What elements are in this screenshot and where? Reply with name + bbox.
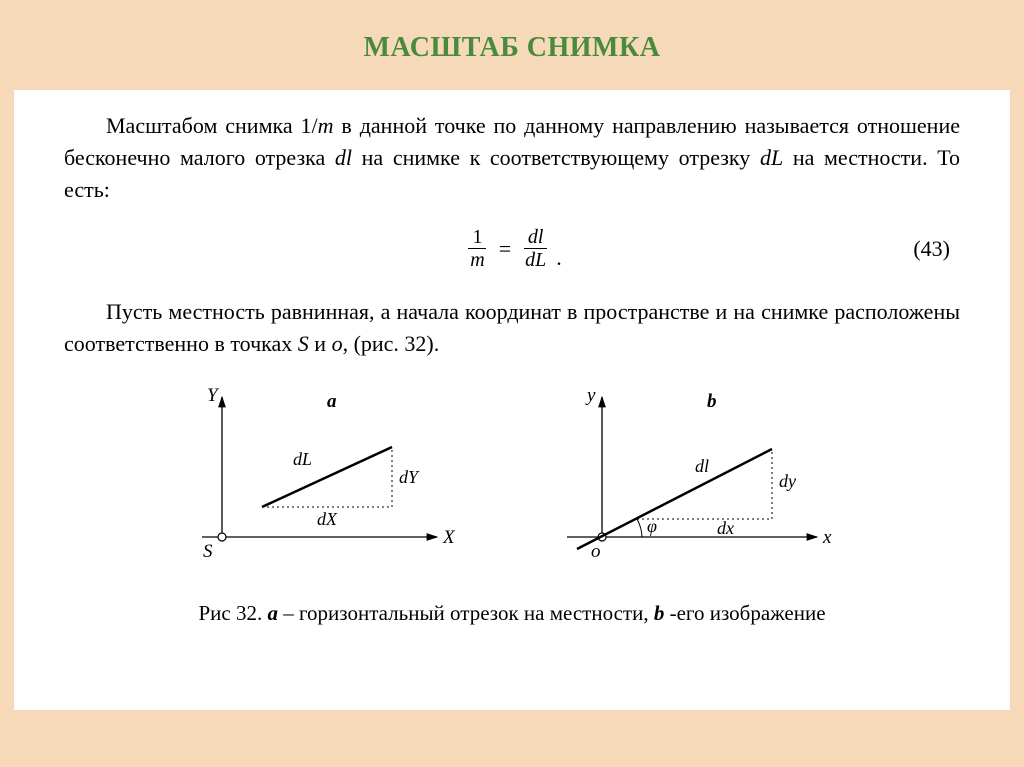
denominator: m [470,249,484,271]
text: -его изображение [664,601,825,625]
fraction-right: dl dL [521,226,550,271]
text: и [309,331,332,356]
origin-label: S [203,541,213,562]
fraction-left: 1 m [466,226,488,271]
label-dx: dx [717,518,734,538]
label-dy: dy [779,471,796,491]
var-dl: dl [335,145,352,170]
origin-label: o [591,541,601,562]
figure-b: y x o b dl dx dy φ [547,377,847,577]
label-phi: φ [647,516,657,536]
label-dY: dY [399,467,420,487]
axis-label-x: x [822,527,832,548]
figures-row: Y X S a dL dX dY [64,377,960,577]
text: Масштабом снимка 1/ [106,113,318,138]
equation: 1 m = dl dL . [462,226,562,271]
text: на снимке к соответствующему отрезку [352,145,760,170]
content-panel: Масштабом снимка 1/m в данной точке по д… [14,90,1010,710]
label-dX: dX [317,509,338,529]
label-dl: dl [695,456,709,476]
equation-row: 1 m = dl dL . (43) [64,222,960,276]
figure-label: b [707,391,717,412]
figure-label: a [327,391,337,412]
denominator: dL [525,249,546,271]
text: Рис 32. [198,601,267,625]
equals: = [499,236,511,262]
var-dL: dL [760,145,783,170]
var-a: a [267,601,278,625]
var-S: S [298,331,309,356]
axis-label-y: y [585,385,596,406]
text: , (рис. 32). [343,331,440,356]
axis-label-x: X [442,527,456,548]
slide: МАСШТАБ СНИМКА Масштабом снимка 1/m в да… [0,0,1024,767]
figure-caption: Рис 32. a – горизонтальный отрезок на ме… [64,601,960,626]
axis-label-y: Y [207,385,220,406]
slide-title: МАСШТАБ СНИМКА [14,32,1010,64]
numerator: dl [528,226,544,248]
text: Пусть местность равнинная, а начала коор… [64,299,960,356]
numerator: 1 [468,226,486,249]
equation-number: (43) [913,236,950,262]
period: . [556,245,562,271]
figure-a: Y X S a dL dX dY [177,377,467,577]
text: – горизонтальный отрезок на местности, [278,601,654,625]
paragraph-2: Пусть местность равнинная, а начала коор… [64,296,960,360]
label-dL: dL [293,449,312,469]
var-m: m [318,113,334,138]
paragraph-1: Масштабом снимка 1/m в данной точке по д… [64,110,960,206]
var-b: b [654,601,665,625]
var-o: o [332,331,343,356]
